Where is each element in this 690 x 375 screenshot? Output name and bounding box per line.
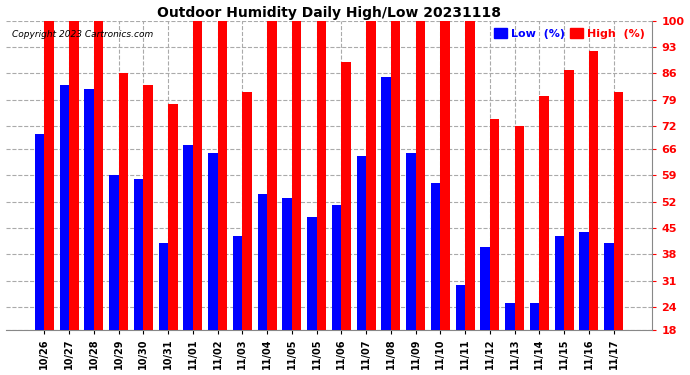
Bar [342, 62, 351, 330]
Bar [44, 21, 54, 330]
Bar [490, 119, 500, 330]
Bar [144, 85, 152, 330]
Bar [233, 236, 242, 330]
Bar [480, 247, 490, 330]
Title: Outdoor Humidity Daily High/Low 20231118: Outdoor Humidity Daily High/Low 20231118 [157, 6, 501, 20]
Bar [564, 70, 573, 330]
Bar [35, 134, 44, 330]
Bar [455, 285, 465, 330]
Bar [292, 21, 302, 330]
Bar [465, 21, 475, 330]
Bar [119, 74, 128, 330]
Bar [168, 104, 177, 330]
Bar [613, 92, 623, 330]
Bar [109, 175, 119, 330]
Bar [282, 198, 292, 330]
Bar [242, 92, 252, 330]
Bar [184, 145, 193, 330]
Bar [193, 21, 202, 330]
Bar [267, 21, 277, 330]
Bar [431, 183, 440, 330]
Bar [332, 206, 342, 330]
Bar [60, 85, 69, 330]
Bar [555, 236, 564, 330]
Bar [530, 303, 540, 330]
Bar [580, 232, 589, 330]
Bar [391, 21, 400, 330]
Bar [84, 88, 94, 330]
Bar [415, 21, 425, 330]
Bar [208, 153, 217, 330]
Bar [515, 126, 524, 330]
Bar [382, 77, 391, 330]
Bar [589, 51, 598, 330]
Bar [604, 243, 613, 330]
Bar [159, 243, 168, 330]
Bar [540, 96, 549, 330]
Bar [406, 153, 415, 330]
Bar [357, 156, 366, 330]
Text: Copyright 2023 Cartronics.com: Copyright 2023 Cartronics.com [12, 30, 153, 39]
Legend: Low  (%), High  (%): Low (%), High (%) [492, 26, 647, 42]
Bar [257, 194, 267, 330]
Bar [217, 21, 227, 330]
Bar [505, 303, 515, 330]
Bar [307, 217, 317, 330]
Bar [317, 21, 326, 330]
Bar [440, 21, 450, 330]
Bar [366, 21, 375, 330]
Bar [69, 21, 79, 330]
Bar [134, 179, 144, 330]
Bar [94, 21, 104, 330]
